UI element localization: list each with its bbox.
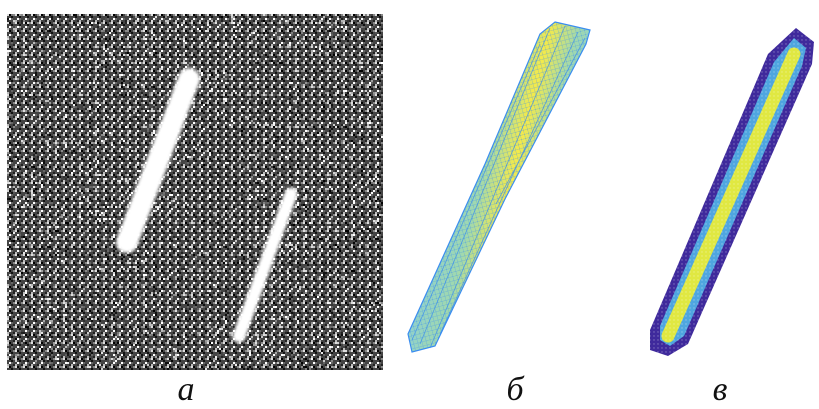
caption-b: б: [506, 371, 524, 408]
noise-speckles: [7, 14, 383, 370]
mesh-canvas: [407, 21, 591, 353]
bright-streak-1: [116, 68, 200, 253]
bright-streak-2: [232, 187, 298, 343]
mesh-segmentation-image: [400, 14, 610, 370]
caption-a: а: [177, 371, 195, 408]
density-canvas: [650, 28, 814, 356]
caption-c: в: [712, 371, 728, 408]
mesh-grid: [408, 22, 590, 352]
noisy-streak-image: [7, 14, 383, 370]
noisy-image-canvas: [7, 14, 383, 370]
density-grid: [650, 28, 814, 356]
mesh-edges: [411, 25, 586, 349]
density-estimate-image: [628, 14, 816, 370]
